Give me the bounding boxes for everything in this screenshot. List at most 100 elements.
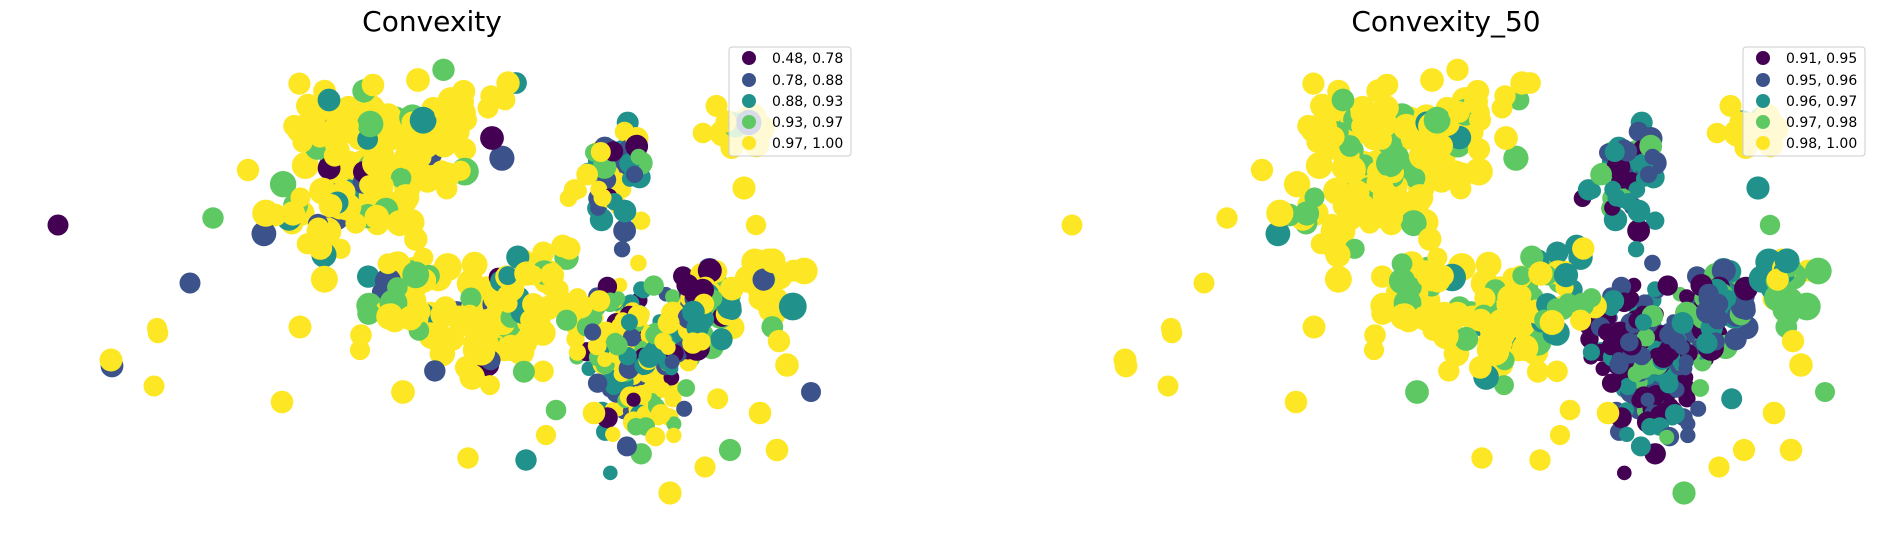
map-point [1332,193,1357,218]
legend-swatch-3 [742,115,756,129]
map-point [590,142,611,162]
map-point [1474,287,1496,309]
map-point [434,101,456,123]
map-point [1283,171,1311,198]
map-point [477,97,499,119]
map-point [406,68,430,92]
map-point [1762,401,1786,425]
legend-label: 0.95, 0.96 [1786,73,1857,89]
map-point [1511,285,1532,306]
map-point [1721,388,1743,410]
map-point [1331,88,1355,112]
map-point [1302,315,1326,339]
map-point [1711,258,1736,283]
map-point [745,214,767,236]
map-point [378,303,404,328]
map-point [593,188,612,207]
map-point [471,329,499,357]
map-point [535,424,557,446]
map-point [760,248,786,274]
map-point [1339,135,1361,157]
map-point [1679,289,1695,305]
map-point [625,165,644,183]
map-point [1216,207,1238,229]
map-point [1323,126,1345,148]
map-point [1708,456,1730,478]
map-point [1424,147,1446,168]
map-point [1416,261,1444,289]
map-point [288,315,312,339]
legend-label: 0.96, 0.97 [1786,94,1857,110]
map-point [1641,417,1659,436]
map-point [778,292,807,321]
map-point [558,237,581,260]
map-point [1351,115,1373,137]
map-point [1696,332,1718,354]
map-point [288,72,311,95]
map-point [1590,163,1612,186]
map-point [280,201,306,226]
map-point [1558,293,1578,313]
map-point [1371,110,1398,138]
map-point [1690,400,1707,417]
map-point [566,329,585,349]
map-point [1471,447,1493,469]
map-point [515,449,537,471]
map-point [1528,261,1553,286]
map-point [658,481,682,505]
map-point [545,399,567,421]
map-point [1305,152,1333,179]
map-point [364,204,390,230]
map-point [1400,210,1427,237]
map-point [1450,178,1472,200]
map-point [697,258,722,283]
map-point [605,426,621,442]
map-point [1512,334,1539,362]
map-point [480,375,500,396]
map-point [1485,329,1513,357]
map-point [1664,404,1685,424]
map-point [1423,106,1451,134]
map-point [1759,214,1781,236]
map-point [556,309,578,331]
map-point [1668,332,1686,351]
map-point [532,360,554,383]
map-point [1157,375,1179,397]
map-point [1634,313,1652,331]
map-point [1764,284,1792,312]
map-point [1691,379,1710,397]
map-point [1494,126,1518,150]
map-point [1363,339,1385,361]
map-point [1601,373,1622,393]
legend: 0.91, 0.95 0.95, 0.96 0.96, 0.97 0.97, 0… [1742,46,1866,157]
legend-label: 0.48, 0.78 [772,51,843,67]
map-point [1061,214,1083,236]
map-point [584,323,602,341]
map-point [377,253,399,275]
map-point [1680,427,1696,444]
map-point [790,257,818,285]
map-point [1454,326,1479,351]
map-point [1636,328,1655,347]
map-point [626,392,641,407]
map-point [767,329,791,353]
map-point [645,429,661,445]
map-point [732,176,756,200]
map-point [386,210,413,237]
map-point [236,158,260,182]
legend-swatch-0 [742,51,756,65]
map-point [1304,187,1325,208]
map-point [1706,122,1728,144]
map-point [450,90,474,114]
map-point [1448,101,1470,123]
map-point [707,388,729,410]
legend-entry: 0.95, 0.96 [1756,73,1857,89]
map-point [1789,353,1813,377]
map-point [1321,217,1344,240]
map-point [1602,290,1625,312]
map-point [1324,265,1352,293]
map-point [252,199,280,227]
map-point [1604,142,1625,162]
map-point [630,254,647,272]
map-point [1611,352,1627,368]
